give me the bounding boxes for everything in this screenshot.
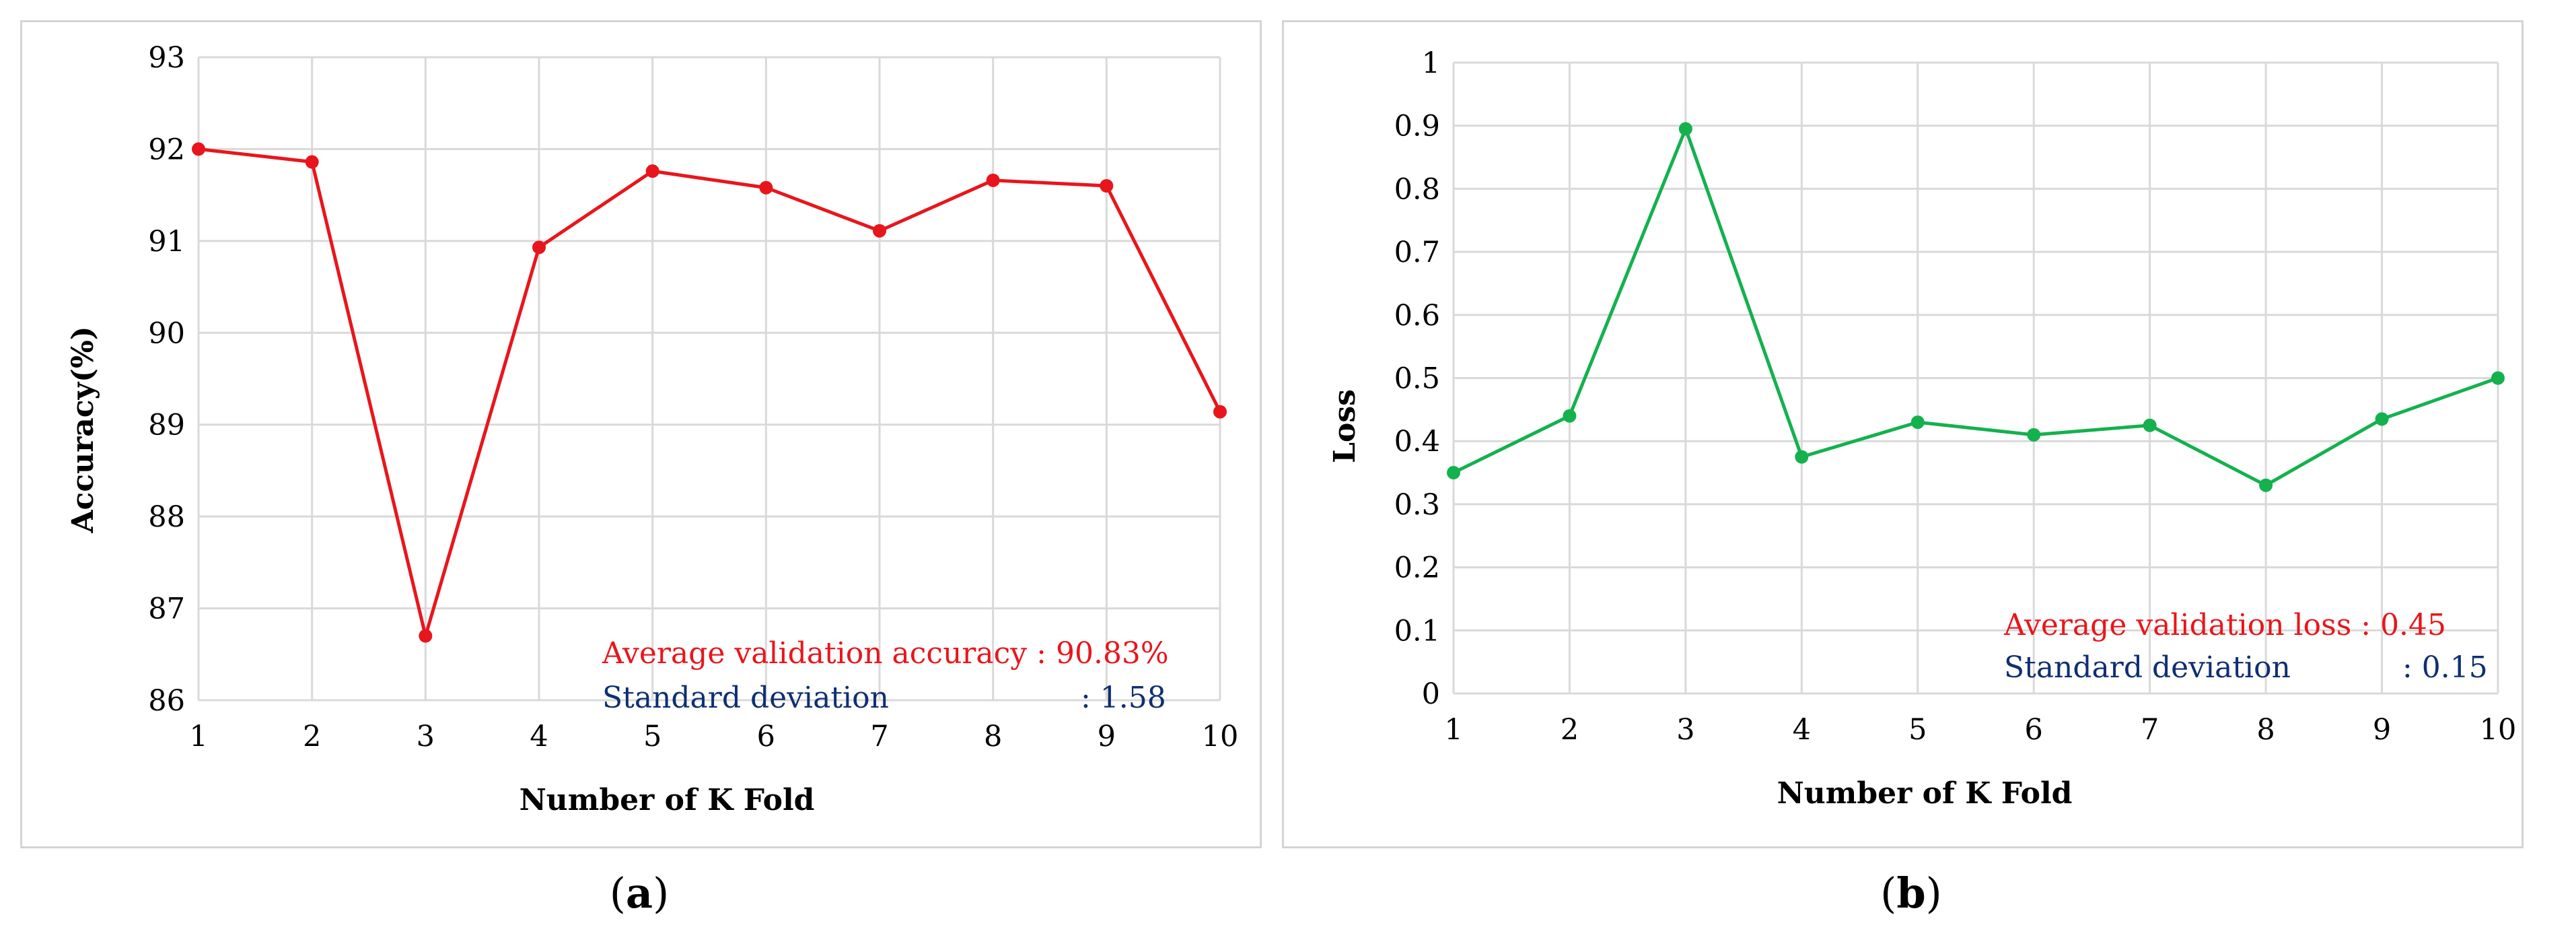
std-dev-value: : 1.58 — [1081, 681, 1166, 715]
y-tick-label: 0.9 — [1394, 110, 1440, 143]
data-point — [305, 155, 319, 169]
x-tick-label: 2 — [1561, 713, 1579, 747]
average-accuracy-annotation: Average validation accuracy : 90.83% — [602, 636, 1169, 671]
data-point — [2143, 418, 2157, 432]
data-point — [1213, 405, 1227, 419]
x-tick-label: 9 — [1098, 720, 1116, 753]
x-tick-label: 10 — [1202, 720, 1239, 753]
data-point — [1447, 466, 1460, 480]
y-tick-label: 93 — [148, 41, 185, 75]
y-tick-label: 0 — [1422, 677, 1440, 711]
std-dev-label: Standard deviation — [602, 681, 889, 715]
y-tick-label: 86 — [148, 684, 185, 718]
y-tick-label: 0.5 — [1394, 362, 1440, 396]
x-tick-label: 5 — [643, 720, 661, 753]
x-tick-label: 2 — [303, 720, 321, 753]
x-axis-title: Number of K Fold — [520, 783, 815, 817]
x-tick-label: 6 — [2025, 713, 2043, 747]
y-tick-label: 88 — [148, 500, 185, 534]
y-tick-label: 87 — [148, 592, 185, 626]
y-tick-label: 0.3 — [1394, 488, 1440, 522]
y-tick-label: 89 — [148, 409, 185, 442]
panel-label-b: (b) — [1880, 869, 1942, 918]
x-tick-label: 7 — [2141, 713, 2159, 747]
series-line — [198, 147, 1222, 638]
loss-chart-svg: 0 0.1 0.2 0.3 0.4 0.5 0.6 0.7 0.8 0.9 1 1 2 3 4 5 6 7 8 9 1… — [1328, 46, 2517, 811]
data-point — [2027, 428, 2041, 442]
x-tick-label: 9 — [2373, 713, 2391, 747]
panel-label-a: (a) — [609, 869, 670, 918]
x-tick-label: 8 — [2256, 713, 2275, 747]
chart-panel-accuracy: 86 87 88 89 90 91 92 93 1 2 3 4 5 6 7 8 9 10 Number of K… — [20, 20, 1262, 848]
y-tick-label: 1 — [1422, 46, 1440, 80]
y-axis-title: Accuracy(%) — [66, 326, 100, 533]
x-tick-label: 7 — [870, 720, 888, 753]
y-tick-label: 0.1 — [1394, 614, 1440, 648]
data-point — [1910, 415, 1925, 430]
y-tick-label: 0.4 — [1394, 425, 1440, 459]
data-point — [1795, 450, 1809, 464]
data-point — [986, 173, 1000, 187]
data-point — [2259, 478, 2273, 492]
x-tick-label: 5 — [1908, 713, 1927, 747]
data-point — [419, 629, 433, 643]
data-point — [1678, 122, 1692, 136]
x-tick-label: 4 — [1793, 713, 1811, 747]
std-dev-value: : 0.15 — [2402, 650, 2488, 685]
y-tick-label: 0.2 — [1394, 551, 1440, 585]
std-dev-label: Standard deviation — [2004, 650, 2291, 685]
x-axis-title: Number of K Fold — [1777, 776, 2073, 811]
y-tick-label: 0.6 — [1394, 299, 1440, 333]
data-point — [873, 224, 886, 238]
series-line — [1452, 127, 2499, 487]
x-tick-label: 10 — [2480, 713, 2517, 747]
x-tick-label: 1 — [189, 720, 207, 753]
data-point — [2491, 371, 2505, 385]
data-point — [1100, 179, 1114, 193]
data-point — [2375, 412, 2389, 426]
x-tick-label: 3 — [417, 720, 435, 753]
chart-panel-loss: 0 0.1 0.2 0.3 0.4 0.5 0.6 0.7 0.8 0.9 1 1 2 3 4 5 6 7 8 9 1… — [1282, 20, 2524, 848]
y-tick-label: 92 — [148, 133, 185, 166]
x-tick-label: 8 — [984, 720, 1002, 753]
data-point — [645, 164, 659, 178]
data-point — [532, 240, 546, 255]
y-tick-label: 90 — [148, 316, 185, 350]
data-point — [759, 180, 773, 195]
x-tick-label: 3 — [1676, 713, 1694, 747]
x-tick-label: 4 — [530, 720, 548, 753]
x-tick-label: 1 — [1444, 713, 1462, 747]
y-tick-label: 0.8 — [1394, 172, 1440, 206]
y-tick-label: 91 — [148, 225, 185, 259]
y-axis-title: Loss — [1328, 389, 1362, 463]
data-point — [1563, 409, 1577, 423]
y-tick-label: 0.7 — [1394, 236, 1440, 269]
average-loss-annotation: Average validation loss : 0.45 — [2003, 608, 2446, 642]
data-point — [192, 142, 205, 156]
x-tick-label: 6 — [757, 720, 775, 753]
